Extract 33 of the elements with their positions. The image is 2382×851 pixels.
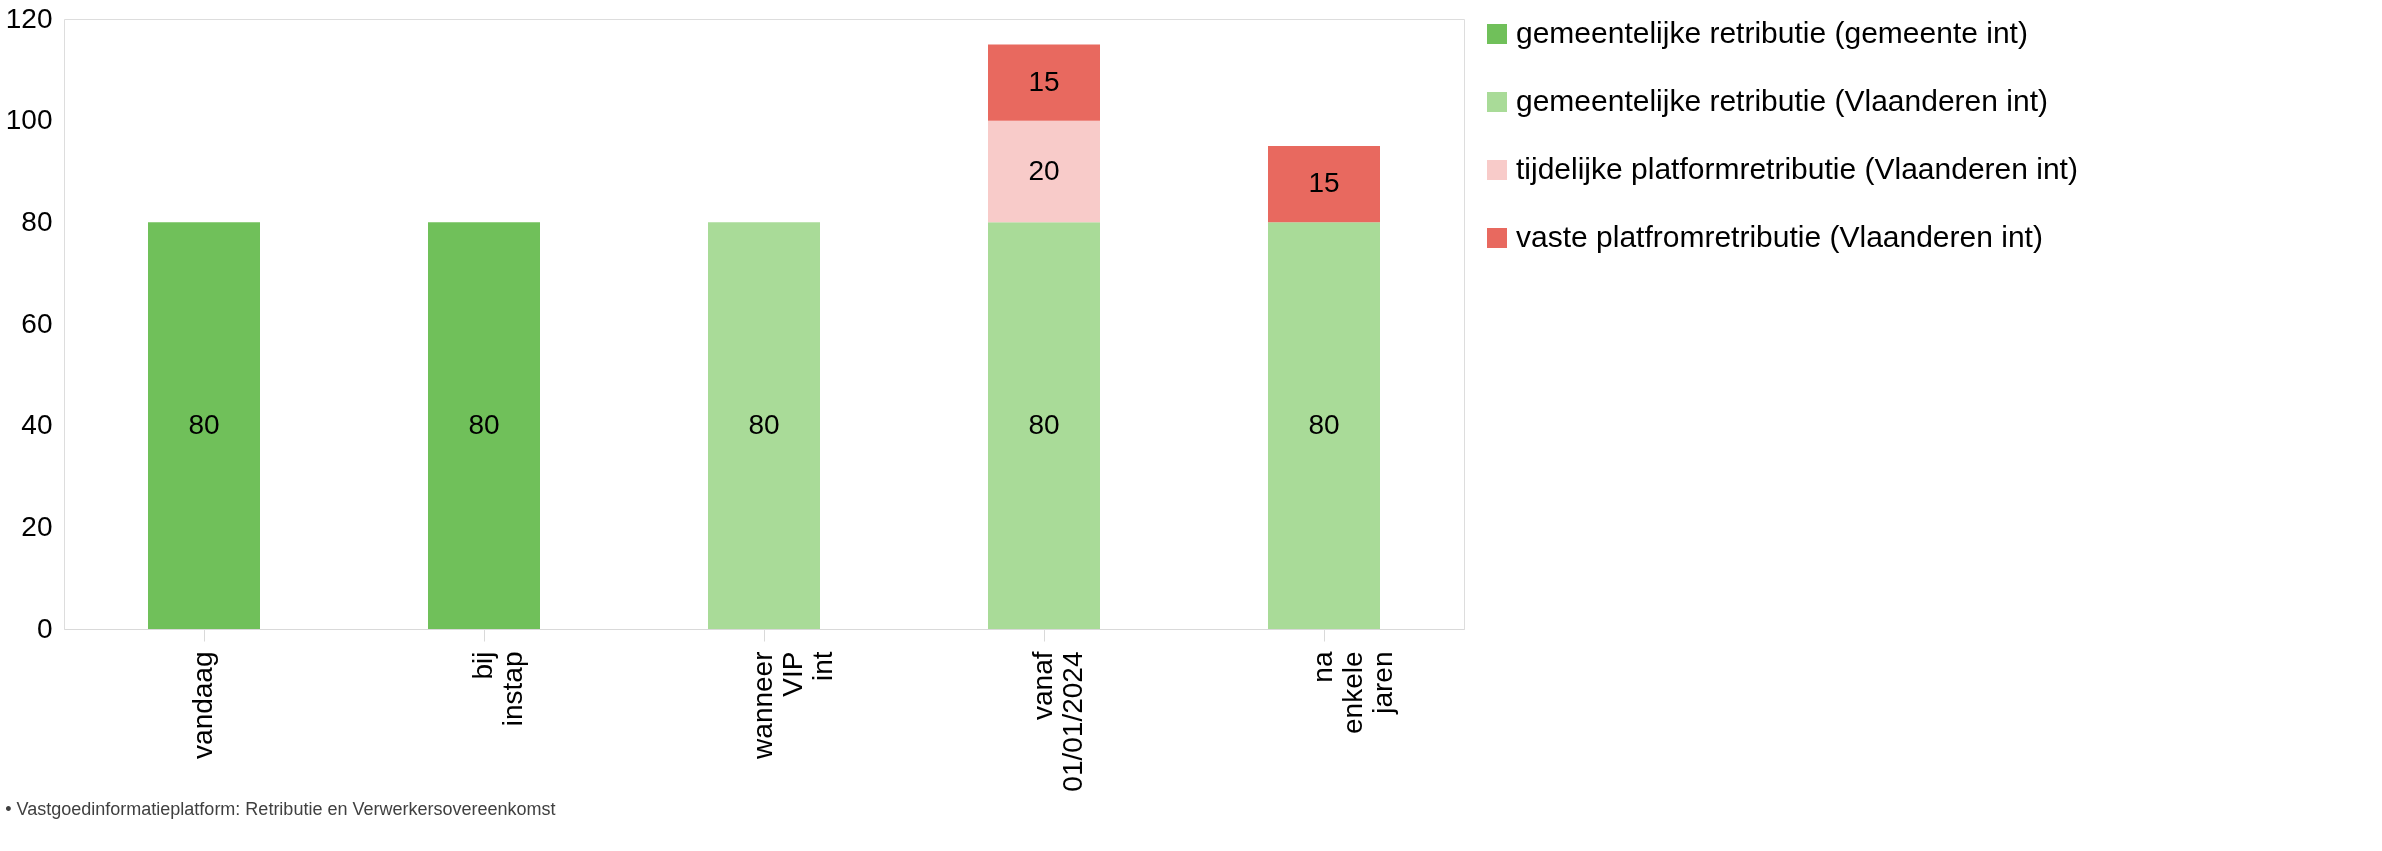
data-label: 80 <box>748 408 780 440</box>
y-tick-label: 60 <box>21 307 53 339</box>
bar <box>1268 222 1380 629</box>
x-tick-label: vandaag <box>187 651 218 759</box>
bar <box>988 222 1100 629</box>
bar <box>708 222 820 629</box>
legend-label: gemeentelijke retributie (Vlaanderen int) <box>1516 84 2048 117</box>
x-tick-label: vanaf 01/01/2024 <box>1027 651 1088 792</box>
data-label: 80 <box>468 408 500 440</box>
bar <box>148 222 260 629</box>
data-label: 15 <box>1308 167 1340 199</box>
data-label: 15 <box>1028 65 1060 97</box>
x-tick-label: na enkele jaren <box>1307 651 1398 735</box>
y-tick-label: 20 <box>21 510 53 542</box>
y-tick-label: 80 <box>21 205 53 237</box>
bar <box>1268 146 1380 223</box>
bar <box>428 222 540 629</box>
legend-label: vaste platfromretributie (Vlaanderen int) <box>1516 220 2043 253</box>
y-tick-label: 40 <box>21 409 53 441</box>
data-label: 80 <box>188 408 220 440</box>
text: • Vastgoedinformatieplatform: Retributie en Verwerkersovereenkomst <box>5 799 556 820</box>
legend-label: tijdelijke platformretributie (Vlaanderen int) <box>1516 152 2078 185</box>
x-tick-label: wanneer VIP int <box>747 651 838 760</box>
y-tick-label: 100 <box>5 104 53 136</box>
x-tick-label: bij instap <box>467 651 528 727</box>
data-label: 80 <box>1308 408 1340 440</box>
data-label: 20 <box>1028 154 1060 186</box>
data-label: 80 <box>1028 408 1060 440</box>
y-tick-label: 120 <box>5 2 53 34</box>
bar <box>988 44 1100 121</box>
y-tick-label: 0 <box>36 612 53 644</box>
bar <box>988 120 1100 223</box>
legend-label: gemeentelijke retributie (gemeente int) <box>1516 16 2028 49</box>
